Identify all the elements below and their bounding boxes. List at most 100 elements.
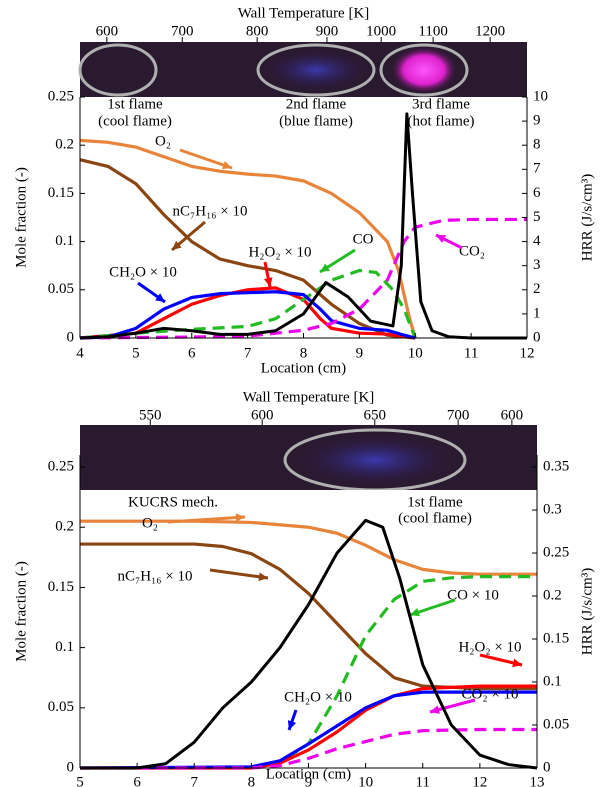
flame-ring	[78, 43, 158, 97]
top-tick-label: 800	[246, 23, 269, 39]
top-axis-title: Wall Temperature [K]	[238, 5, 370, 21]
series-line	[79, 690, 537, 770]
top-tick-label: 1000	[366, 23, 396, 39]
top-tick-label: 600	[501, 407, 524, 423]
y-tick-label: 0.25	[48, 88, 74, 104]
x-tick-label: 8	[300, 345, 308, 361]
arrow-head	[320, 263, 330, 272]
x-tick-label: 9	[305, 774, 313, 787]
series-line	[80, 518, 538, 770]
annotation: (hot flame)	[407, 113, 474, 129]
chart: O₂ nC₇H₁₆ × 10 H₂O₂ × 10 CO CH₂O × 10 CO₂ 4 5 6 7…	[13, 5, 595, 376]
y-tick-label: 0.05	[48, 281, 74, 297]
top-tick-label: 1100	[418, 23, 447, 39]
y2-tick-label: 0	[533, 329, 541, 345]
series-line	[79, 217, 527, 340]
annotation: (blue flame)	[279, 113, 353, 129]
x-tick-label: 9	[356, 345, 364, 361]
series-line	[79, 112, 527, 340]
series-line	[80, 684, 537, 770]
series-label: nC₇H₁₆ × 10	[118, 568, 193, 584]
x-axis-title: Location (cm)	[261, 360, 346, 376]
x-axis-title: Location (cm)	[266, 766, 351, 782]
top-tick-label: 600	[251, 407, 274, 423]
x-tick-label: 10	[358, 774, 373, 787]
y2-tick-label: 0.25	[543, 544, 569, 560]
arrow-head	[287, 720, 297, 730]
y-axis-title: Mole fraction (-)	[13, 167, 29, 268]
y-tick-label: 0	[67, 759, 75, 775]
flame-image-1	[78, 42, 527, 97]
annotation: (cool flame)	[98, 113, 172, 129]
y2-tick-label: 6	[533, 185, 541, 201]
y-tick-label: 0.2	[55, 137, 74, 153]
arrow-head	[436, 235, 446, 243]
arrow-head	[222, 160, 232, 170]
top-tick-label: 600	[96, 23, 119, 39]
annotation: 1st flame	[407, 494, 463, 510]
plot-area	[80, 490, 537, 768]
x-tick-label: 12	[472, 774, 487, 787]
series-label: H₂O₂ × 10	[248, 244, 311, 260]
y2-tick-label: 4	[533, 233, 541, 249]
series-label: O₂	[142, 515, 158, 531]
x-tick-label: 5	[132, 345, 140, 361]
arrow-head	[155, 293, 165, 302]
label-arrow	[179, 148, 233, 170]
arrow-head	[263, 277, 273, 287]
arrow-head	[512, 658, 522, 668]
annotation: 2nd flame	[286, 96, 347, 112]
y-tick-label: 0.05	[48, 699, 74, 715]
y2-tick-label: 8	[533, 137, 541, 153]
top-tick-label: 650	[364, 407, 387, 423]
series-label: O₂	[155, 133, 171, 149]
y2-tick-label: 7	[533, 161, 541, 177]
top-tick-label: 1200	[475, 23, 505, 39]
x-tick-label: 7	[191, 774, 199, 787]
x-tick-label: 10	[408, 345, 423, 361]
y2-tick-label: 0.3	[543, 501, 562, 517]
y2-tick-label: 0.05	[543, 716, 569, 732]
series-line	[80, 727, 537, 770]
y2-tick-label: 10	[533, 88, 548, 104]
annotation: KUCRS mech.	[128, 494, 218, 510]
series-line	[80, 519, 537, 576]
y-tick-label: 0.15	[48, 579, 74, 595]
flame-ring	[256, 43, 376, 97]
y2-tick-label: 0.2	[543, 587, 562, 603]
y2-tick-label: 3	[533, 257, 541, 273]
y2-axis-title: HRR (J/s/cm³)	[579, 568, 595, 655]
x-tick-label: 13	[530, 774, 545, 787]
x-tick-label: 11	[416, 774, 430, 787]
y2-axis-title: HRR (J/s/cm³)	[579, 174, 595, 261]
x-tick-label: 8	[248, 774, 256, 787]
y2-tick-label: 0	[543, 759, 551, 775]
top-tick-label: 550	[139, 407, 162, 423]
series-label: CO	[353, 231, 374, 247]
y2-tick-label: 5	[533, 209, 541, 225]
annotation: (cool flame)	[398, 510, 472, 526]
chart: O₂ nC₇H₁₆ × 10 CO × 10 H₂O₂ × 10 CH₂O × 10 CO…	[13, 389, 595, 787]
y2-tick-label: 9	[533, 113, 541, 129]
x-tick-label: 6	[188, 345, 196, 361]
y-tick-label: 0.1	[55, 233, 74, 249]
series-label: CO₂ × 10	[461, 686, 518, 702]
arrow-head	[172, 240, 182, 250]
y2-tick-label: 0.1	[543, 673, 562, 689]
top-tick-label: 700	[171, 23, 194, 39]
y2-tick-label: 1	[533, 305, 541, 321]
x-tick-label: 11	[464, 345, 478, 361]
label-arrow	[209, 568, 269, 580]
y-tick-label: 0.25	[48, 458, 74, 474]
series-line	[79, 290, 416, 340]
arrow-head	[258, 572, 268, 582]
y-tick-label: 0.1	[55, 639, 74, 655]
x-tick-label: 6	[133, 774, 141, 787]
series-label: CH₂O × 10	[284, 689, 352, 705]
series-label: nC₇H₁₆ × 10	[173, 203, 248, 219]
y2-tick-label: 0.15	[543, 630, 569, 646]
hot-flame-glow	[390, 46, 458, 94]
series-label: CO × 10	[447, 587, 499, 603]
